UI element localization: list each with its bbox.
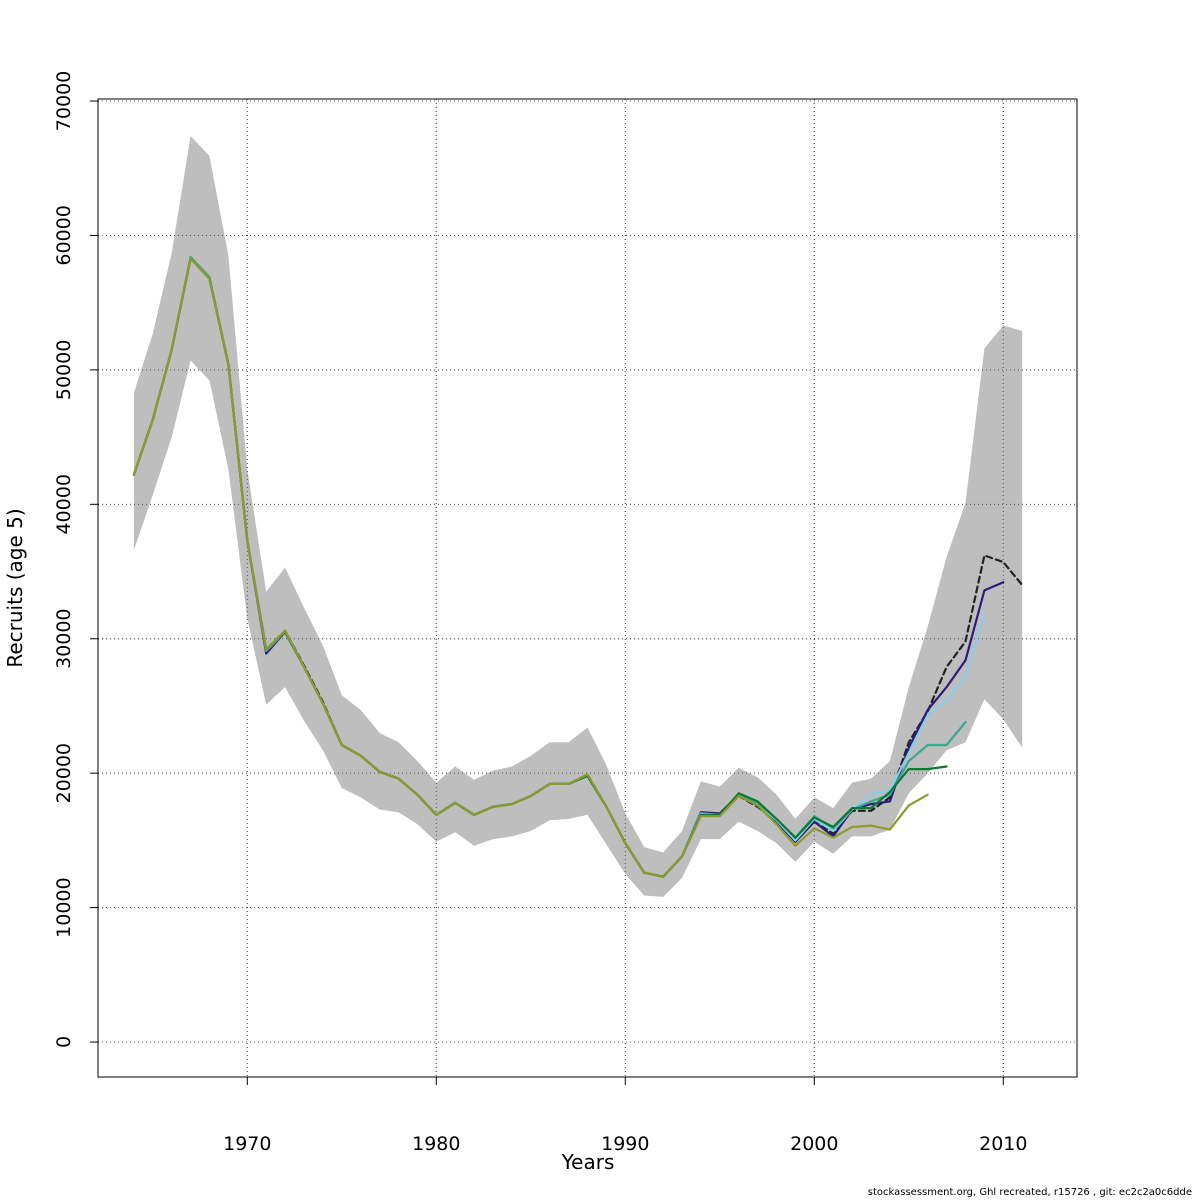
y-tick-label: 50000 bbox=[53, 340, 75, 400]
y-tick-label: 0 bbox=[53, 1036, 75, 1048]
x-tick-label: 1970 bbox=[223, 1133, 271, 1155]
y-tick-label: 30000 bbox=[53, 608, 75, 668]
y-tick-label: 20000 bbox=[53, 743, 75, 803]
x-tick-label: 2000 bbox=[790, 1133, 838, 1155]
grid-lines-overlay bbox=[98, 99, 1077, 1077]
series-line-6 bbox=[132, 257, 929, 878]
x-axis-title: Years bbox=[561, 1150, 615, 1174]
x-axis: 1970 1980 1990 2000 2010 bbox=[223, 1076, 1027, 1155]
y-tick-label: 60000 bbox=[53, 205, 75, 265]
series-layer bbox=[132, 255, 1024, 878]
y-axis: 0 10000 20000 30000 40000 50000 60000 70000 bbox=[53, 71, 99, 1048]
x-tick-label: 1980 bbox=[412, 1133, 460, 1155]
confidence-band bbox=[133, 136, 1023, 897]
y-axis-title: Recruits (age 5) bbox=[3, 508, 27, 667]
x-tick-label: 1990 bbox=[601, 1133, 649, 1155]
y-tick-label: 40000 bbox=[53, 474, 75, 534]
footer-credit: stockassessment.org, Ghl recreated, r157… bbox=[867, 1187, 1192, 1198]
y-tick-label: 70000 bbox=[53, 71, 75, 131]
confidence-band-layer bbox=[133, 136, 1023, 897]
x-tick-label: 2010 bbox=[979, 1133, 1027, 1155]
y-tick-label: 10000 bbox=[53, 877, 75, 937]
